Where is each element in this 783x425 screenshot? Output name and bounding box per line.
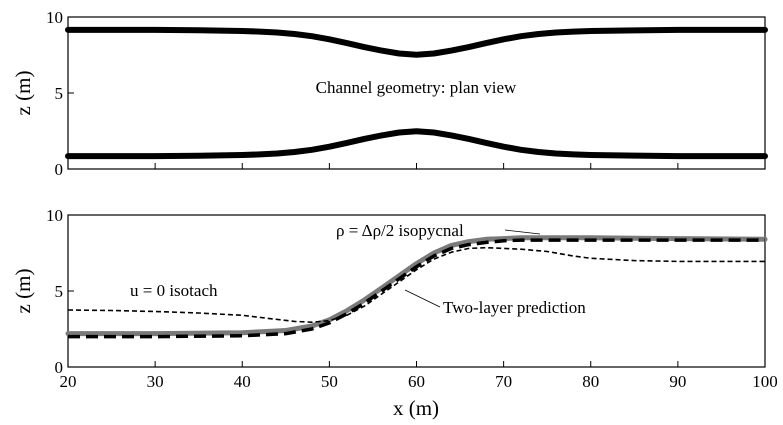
interface-xlabel: x (m) [393,396,439,420]
interface-ytick-label: 0 [55,358,64,377]
interface-ytick-label: 10 [46,206,63,225]
plan-view-ylabel-text: z (m) [11,71,35,116]
plan-view-series-channel-wall-1 [65,26,768,58]
isopycnal-leader-line [504,229,541,235]
isopycnal-annotation: ρ = Δρ/2 isopycnal [336,221,464,240]
interface-ylabel: z (m) [11,269,35,314]
plan-view-series-channel-wall-2 [65,128,768,160]
two-layer-leader-line [404,289,441,308]
interface-ticks: 0 5 10 20 30 40 50 60 70 80 90 100 [46,206,778,391]
interface-xtick-label: 60 [408,372,425,391]
plan-view-ytick-label: 0 [55,160,64,179]
isotach-annotation: u = 0 isotach [130,281,218,300]
interface-xtick-label: 100 [752,372,778,391]
interface-xtick-label: 50 [321,372,338,391]
interface-xtick-label: 30 [147,372,164,391]
interface-xtick-label: 40 [234,372,251,391]
plan-view-ylabel: z (m) [11,71,35,116]
interface-xtick-label: 20 [60,372,77,391]
interface-ytick-label: 5 [55,282,64,301]
interface-xtick-label: 90 [669,372,686,391]
interface-xtick-label: 70 [495,372,512,391]
interface-panel: 0 5 10 20 30 40 50 60 70 80 90 100 z (m) x (m) ρ = … [11,206,778,420]
interface-series-u-0-isotach [67,246,765,323]
plan-view-ytick-label: 5 [55,84,64,103]
two-layer-annotation: Two-layer prediction [443,298,586,317]
plan-view-annotation: Channel geometry: plan view [316,78,517,97]
plan-view-panel: 0 5 10 z (m) Channel geometry: plan view [11,8,768,179]
interface-series-two-layer-prediction [68,238,765,339]
plan-view-ytick-label: 10 [46,8,63,27]
interface-xtick-label: 80 [582,372,599,391]
interface-series-group [65,235,768,339]
plan-view-ticks: 0 5 10 [46,8,766,179]
interface-series-2-isopycnal [65,235,768,337]
plan-view-series-group [65,26,768,160]
